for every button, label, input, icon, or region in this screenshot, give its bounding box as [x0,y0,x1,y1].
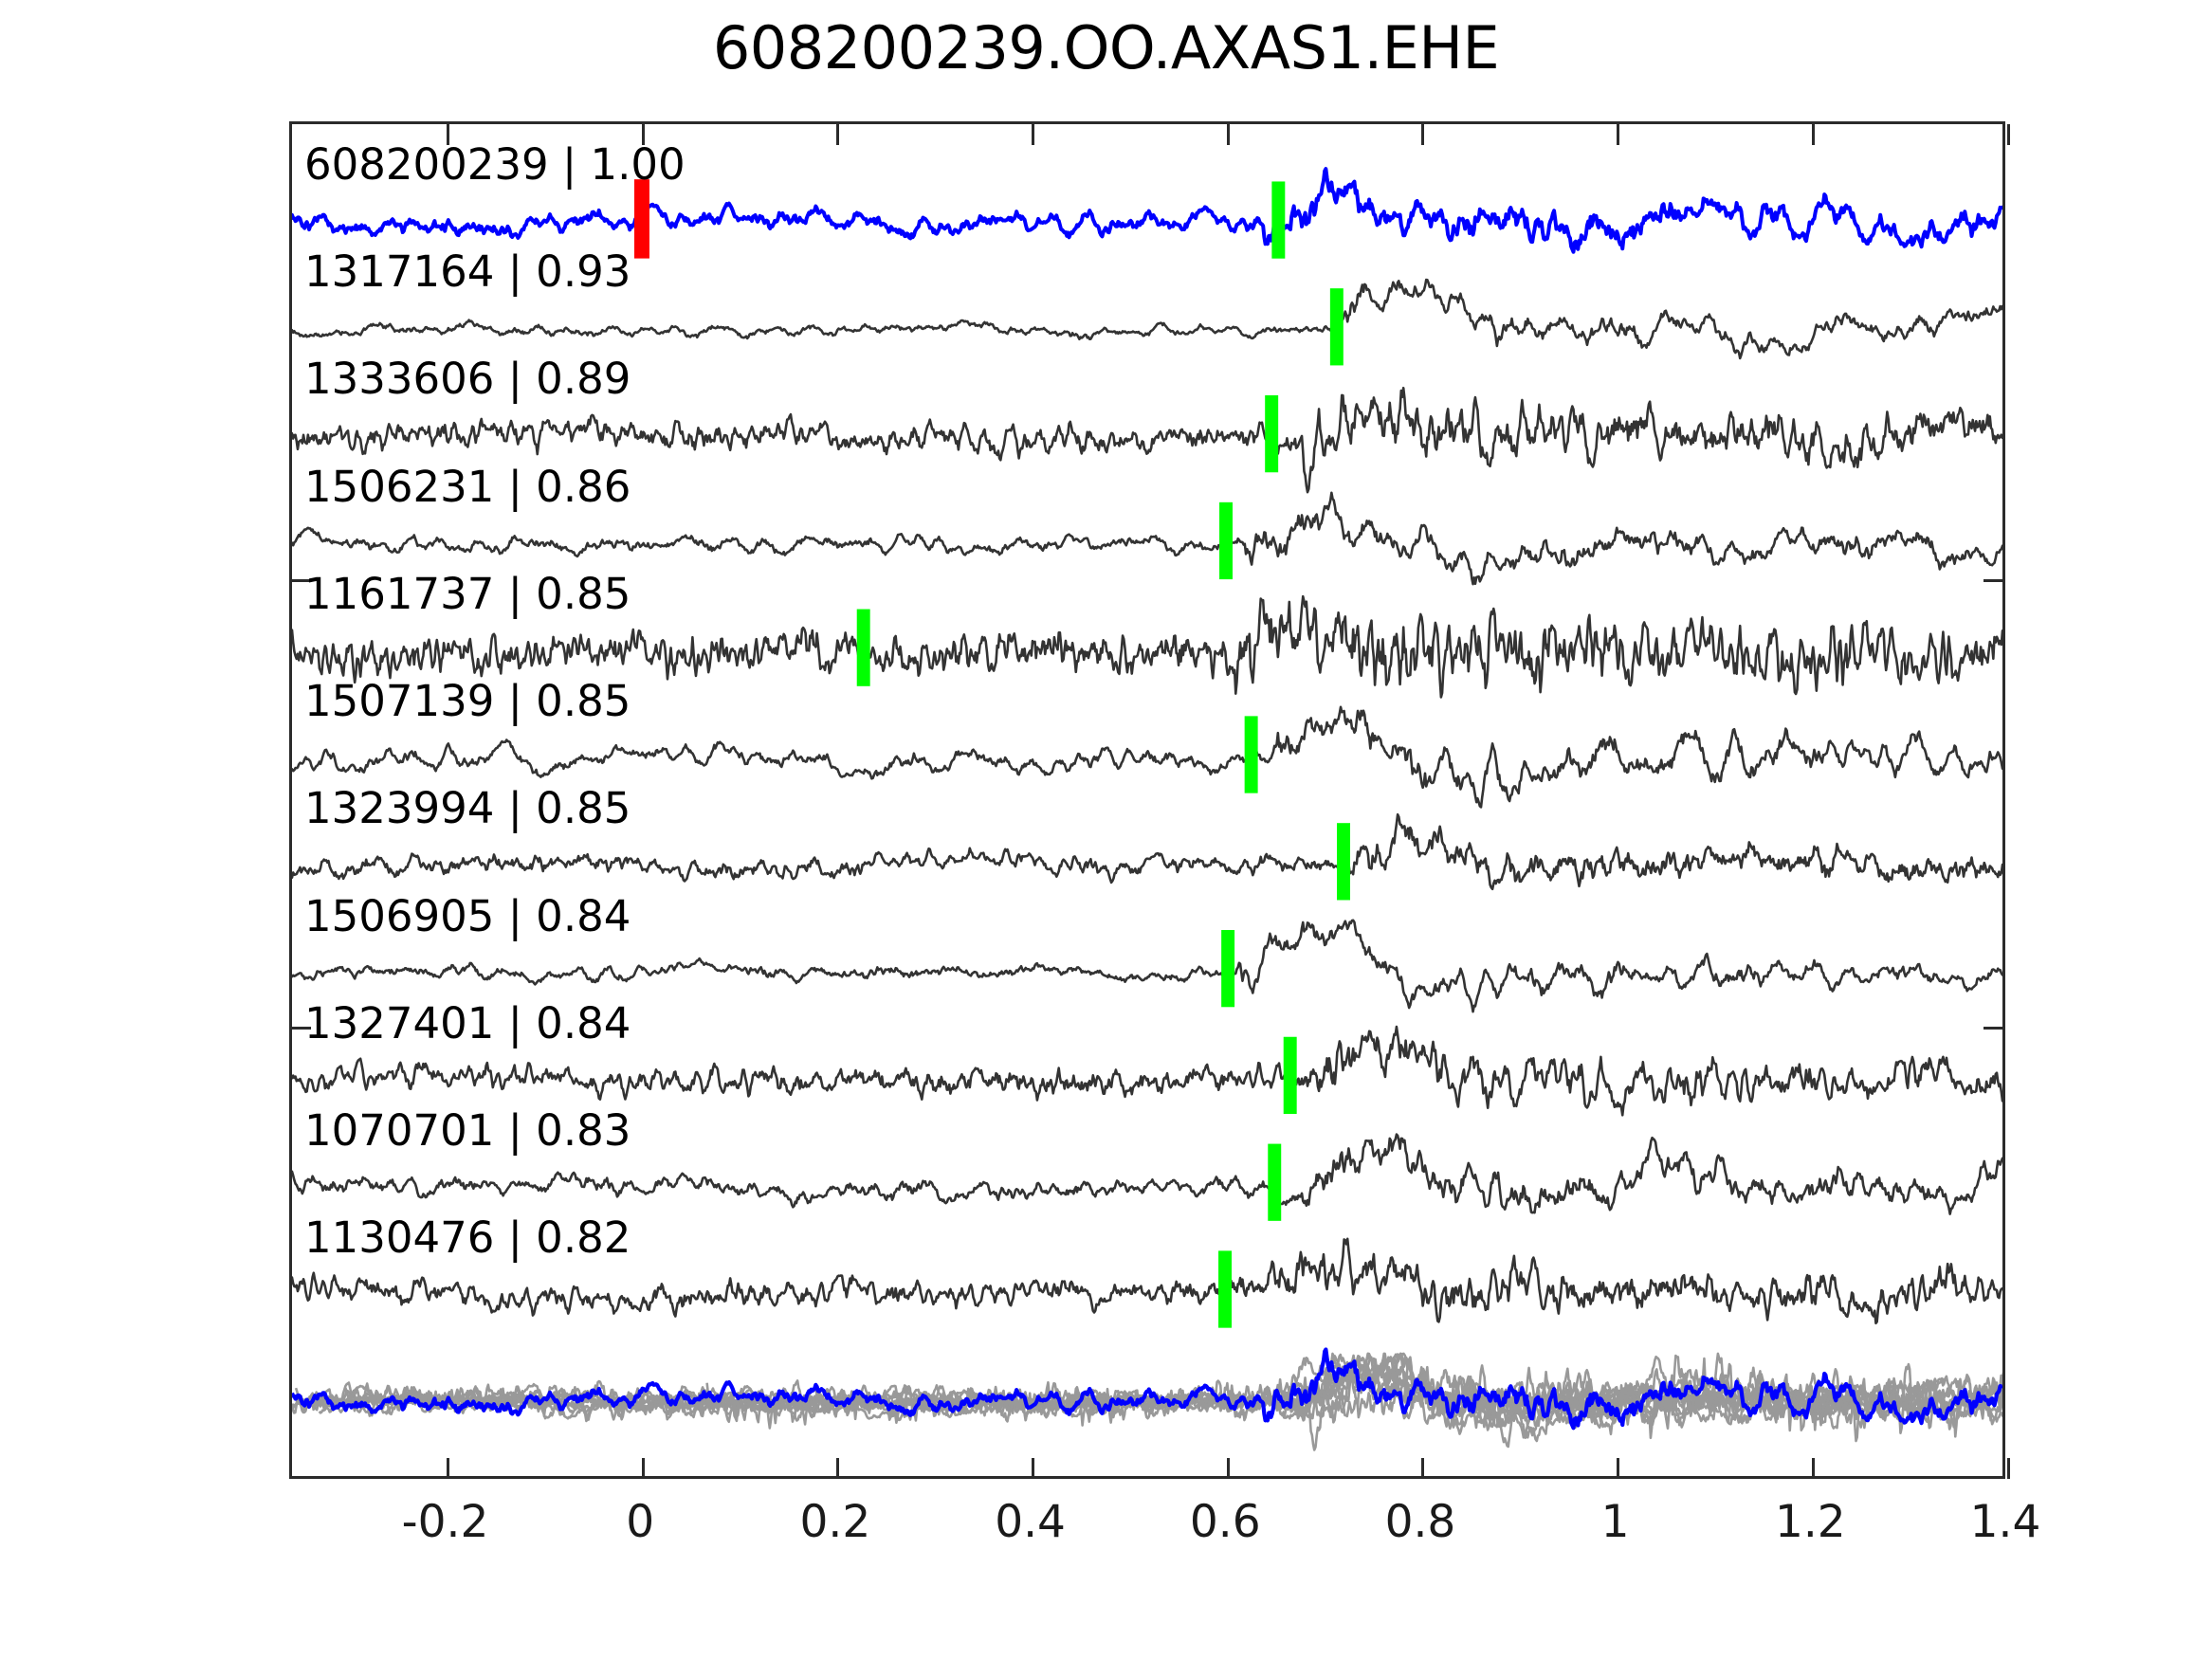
x-tick-label: 0.4 [995,1496,1066,1548]
detection-pick-marker [1329,288,1344,366]
trace-label-1130476: 1130476 | 0.82 [304,1212,631,1264]
trace-line [292,705,2002,809]
detection-pick-marker [1219,501,1234,580]
stack-trace-1130476 [344,1352,2002,1430]
trace-label-608200239: 608200239 | 1.00 [304,138,686,190]
waveform-trace-1327401 [292,1025,2002,1117]
trace-line [292,594,2002,699]
waveform-svg [292,167,2002,1451]
trace-label-1323994: 1323994 | 0.85 [304,783,631,834]
stack-trace-1070701 [294,1352,2002,1429]
x-tick-label: 0 [626,1496,655,1548]
waveform-trace-1070701 [292,1133,2002,1215]
waveform-trace-608200239 [292,167,2002,254]
stack-trace-template [292,1347,2002,1431]
x-tick-bottom [2006,1458,2010,1479]
detection-pick-marker [856,609,870,686]
waveform-plot-frame [289,121,2010,1479]
trace-line [292,491,2002,586]
x-tick-label: 0.2 [799,1496,871,1548]
trace-line [292,278,2002,360]
trace-line [292,1133,2002,1215]
x-tick-label: 0.6 [1189,1496,1261,1548]
trace-line [292,167,2002,254]
trace-line [292,812,2002,891]
x-tick-label: 1.4 [1969,1496,2041,1548]
trace-label-1070701: 1070701 | 0.83 [304,1105,631,1157]
trace-label-1506905: 1506905 | 0.84 [304,890,631,941]
x-tick-top [2006,124,2010,145]
waveform-trace-1317164 [292,278,2002,360]
trace-line [292,1237,2002,1325]
waveform-trace-1506905 [292,919,2002,1013]
detection-pick-marker [1244,716,1258,793]
page-title: 608200239.OO.AXAS1.EHE [712,13,1500,82]
trace-label-1506231: 1506231 | 0.86 [304,461,631,512]
detection-pick-marker [1337,823,1350,901]
trace-label-1327401: 1327401 | 0.84 [304,997,631,1048]
trace-line [292,919,2002,1013]
detection-pick-marker [1268,1143,1282,1221]
detection-pick-marker [1221,930,1235,1008]
detection-pick-marker [1218,1250,1233,1328]
x-tick-label: 1 [1600,1496,1630,1548]
trace-label-1317164: 1317164 | 0.93 [304,246,631,297]
trace-label-1161737: 1161737 | 0.85 [304,568,631,619]
detection-pick-marker [1265,394,1279,473]
trace-line [292,386,2002,494]
trace-line [292,1025,2002,1117]
waveform-trace-1506231 [292,491,2002,586]
trace-label-1333606: 1333606 | 0.89 [304,354,631,405]
waveform-trace-1161737 [292,594,2002,699]
reference-pick-marker [633,179,649,259]
detection-pick-marker [1271,181,1286,259]
waveform-trace-1333606 [292,386,2002,494]
detection-pick-marker [1283,1036,1297,1115]
waveform-trace-1130476 [292,1237,2002,1325]
trace-label-1507139: 1507139 | 0.85 [304,676,631,727]
waveform-trace-1323994 [292,812,2002,891]
stacked-overlay-panel [292,1347,2002,1451]
x-tick-label: 0.8 [1384,1496,1456,1548]
x-tick-label: 1.2 [1774,1496,1846,1548]
x-tick-label: -0.2 [401,1496,489,1548]
waveform-trace-1507139 [292,705,2002,809]
